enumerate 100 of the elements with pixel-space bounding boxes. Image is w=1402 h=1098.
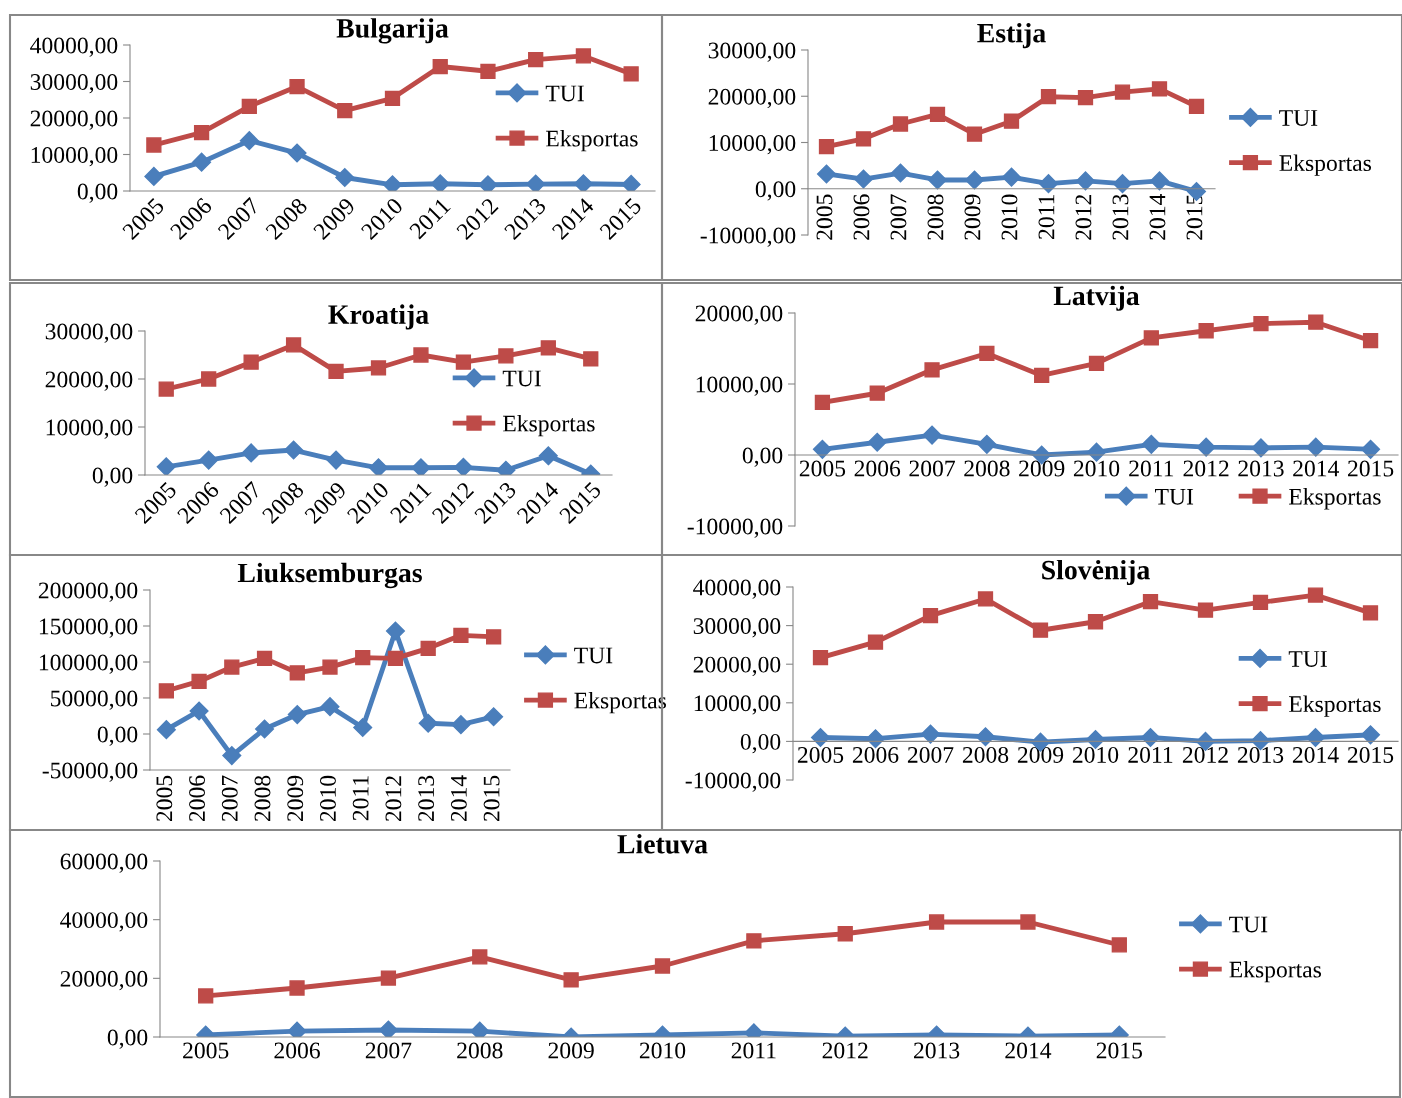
point bbox=[385, 621, 405, 641]
point bbox=[867, 634, 884, 650]
x-tick-label: 2010 bbox=[319, 775, 336, 822]
y-tick-label: -10000,00 bbox=[685, 772, 781, 792]
x-tick-label: 2009 bbox=[548, 1042, 594, 1059]
point bbox=[192, 152, 212, 172]
point bbox=[478, 175, 498, 191]
y-tick-label: 200000,00 bbox=[38, 582, 138, 602]
point bbox=[1361, 439, 1381, 459]
x-tick-label: 2005 bbox=[183, 1042, 229, 1059]
x-tick-label: 2014 bbox=[1005, 1042, 1052, 1059]
x-tick-label: 2012 bbox=[385, 776, 402, 822]
point bbox=[453, 457, 473, 475]
point bbox=[287, 143, 307, 163]
x-tick-label: 2006 bbox=[853, 194, 870, 240]
point bbox=[326, 450, 346, 470]
y-tick-label: 30000,00 bbox=[693, 618, 781, 638]
point bbox=[241, 98, 257, 114]
point bbox=[964, 170, 985, 190]
x-tick-label: 2011 bbox=[408, 197, 451, 240]
x-tick-label: 2014 bbox=[1292, 746, 1339, 763]
x-tick-label: 2011 bbox=[731, 1042, 776, 1059]
point bbox=[922, 607, 939, 624]
y-tick-label: 0,00 bbox=[740, 733, 781, 754]
point bbox=[411, 458, 431, 475]
point bbox=[480, 63, 496, 79]
point bbox=[451, 715, 471, 735]
x-tick-label: 2007 bbox=[221, 775, 238, 822]
x-tick-label: 2006 bbox=[274, 1042, 320, 1059]
point bbox=[418, 713, 438, 733]
point bbox=[1252, 594, 1269, 611]
point bbox=[1362, 333, 1379, 349]
y-tick-label: 100000,00 bbox=[39, 654, 138, 674]
x-tick-label: 2010 bbox=[1073, 460, 1120, 477]
point bbox=[241, 443, 261, 463]
point bbox=[322, 659, 338, 675]
x-tick-label: 2006 bbox=[189, 775, 205, 822]
y-tick-label: 20000,00 bbox=[693, 656, 781, 677]
point bbox=[1253, 316, 1269, 332]
point bbox=[621, 174, 641, 191]
point bbox=[146, 137, 162, 153]
point bbox=[284, 440, 304, 460]
chart-title: Estija bbox=[977, 22, 1046, 49]
point bbox=[924, 362, 940, 378]
point bbox=[540, 340, 556, 356]
point bbox=[355, 650, 371, 666]
point bbox=[1197, 602, 1214, 618]
point bbox=[453, 627, 469, 643]
chart-title: Liuksemburgas bbox=[237, 562, 422, 589]
point bbox=[1032, 622, 1049, 638]
y-tick-label: 20000,00 bbox=[30, 110, 118, 130]
point bbox=[256, 650, 273, 667]
y-tick-label: 20000,00 bbox=[60, 970, 148, 991]
point bbox=[384, 90, 401, 106]
x-tick-label: 2010 bbox=[1072, 746, 1119, 763]
point bbox=[1038, 174, 1059, 194]
x-tick-label: 2013 bbox=[914, 1042, 960, 1059]
point bbox=[920, 724, 941, 744]
x-tick-label: 2008 bbox=[964, 460, 1010, 477]
point bbox=[977, 434, 997, 454]
point bbox=[1141, 434, 1161, 454]
point bbox=[289, 78, 305, 95]
y-tick-label: 0,00 bbox=[107, 1029, 148, 1049]
y-tick-label: 40000,00 bbox=[693, 579, 781, 599]
point bbox=[1149, 171, 1170, 191]
point bbox=[853, 169, 874, 189]
x-tick-label: 2011 bbox=[389, 481, 432, 524]
point bbox=[922, 425, 942, 445]
x-tick-label: 2009 bbox=[1019, 460, 1065, 477]
legend-label: TUI bbox=[1155, 488, 1194, 505]
point bbox=[1088, 355, 1105, 372]
y-tick-label: 40000,00 bbox=[30, 37, 118, 57]
point bbox=[1306, 437, 1326, 457]
point bbox=[1142, 594, 1159, 610]
chart-title: Slovėnija bbox=[1042, 559, 1150, 586]
point bbox=[1360, 725, 1381, 745]
point bbox=[199, 450, 219, 470]
y-tick-label: 10000,00 bbox=[31, 146, 118, 167]
y-tick-label: -10000,00 bbox=[687, 518, 783, 538]
point bbox=[387, 650, 404, 667]
point bbox=[222, 746, 242, 766]
point bbox=[285, 337, 302, 353]
point bbox=[320, 697, 340, 717]
chart-title: Bulgarija bbox=[336, 18, 449, 44]
point bbox=[498, 348, 514, 364]
x-tick-label: 2011 bbox=[352, 776, 369, 821]
point bbox=[430, 174, 450, 191]
point bbox=[1308, 314, 1324, 330]
point bbox=[224, 659, 240, 675]
chart-title: Lietuva bbox=[617, 834, 708, 854]
x-tick-label: 2012 bbox=[822, 1042, 868, 1059]
point bbox=[243, 354, 259, 370]
point bbox=[255, 719, 275, 739]
point bbox=[191, 673, 207, 690]
point bbox=[929, 106, 946, 122]
point bbox=[353, 717, 373, 738]
x-tick-label: 2005 bbox=[816, 194, 833, 240]
y-tick-label: 20000,00 bbox=[708, 88, 796, 109]
point bbox=[193, 124, 210, 141]
y-tick-label: 30000,00 bbox=[708, 42, 796, 62]
